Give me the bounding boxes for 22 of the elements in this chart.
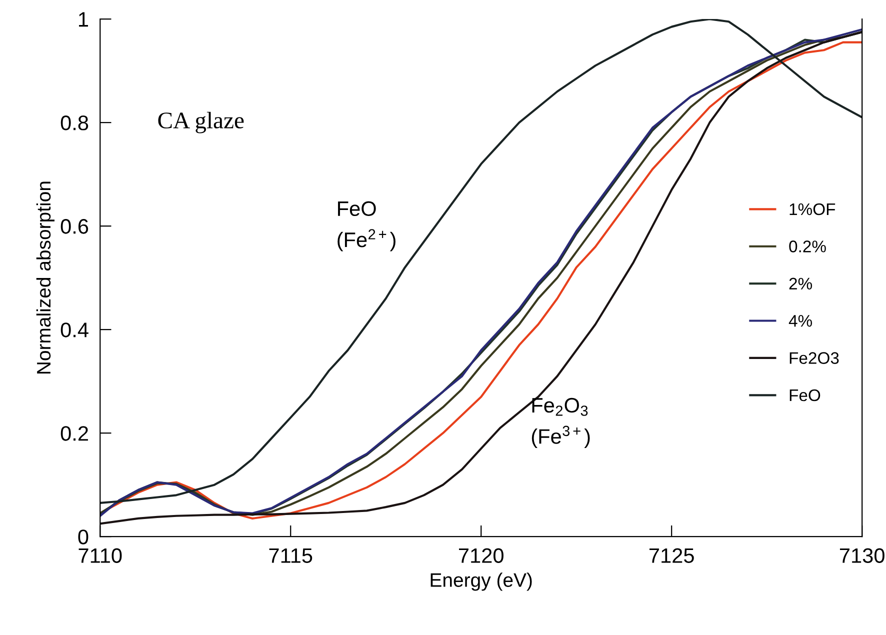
y-tick-label: 1 [79, 12, 88, 27]
legend-label: 2% [789, 278, 812, 290]
y-tick-label: 0.6 [60, 219, 88, 234]
y-tick-label: 0.2 [60, 426, 88, 441]
legend-label: 1%OF [790, 203, 836, 216]
y-axis-title: Normalized absorption [36, 182, 54, 374]
legend-label: 4% [788, 315, 812, 327]
annotation: CA glaze [158, 112, 244, 134]
x-tick-label: 7115 [269, 548, 312, 563]
x-tick-label: 7125 [649, 548, 694, 563]
y-tick-label: 0.4 [60, 322, 88, 338]
y-tick-label: 0.8 [60, 116, 88, 130]
y-tick-label: 0 [78, 530, 88, 544]
legend-label: FeO [790, 389, 820, 402]
annotation: FeO (Fe$^{2+}$) [338, 201, 396, 252]
legend-label: 0.2% [789, 240, 826, 252]
legend-label: Fe2O3 [790, 352, 839, 364]
x-tick-label: 7110 [78, 548, 122, 563]
x-tick-label: 7120 [458, 548, 504, 563]
x-tick-label: 7130 [840, 548, 884, 563]
text: Fe$_{2}$O$_{3}$ (Fe$^{3+}$) [532, 398, 590, 448]
x-axis-title: Energy (eV) [430, 572, 532, 591]
